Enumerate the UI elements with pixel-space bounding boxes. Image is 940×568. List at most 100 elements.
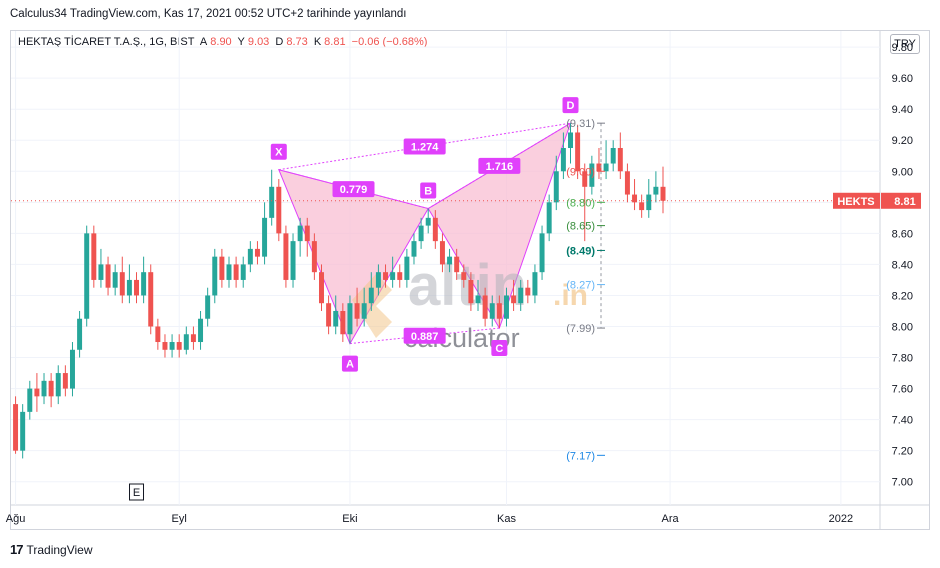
candle-body [511,295,517,304]
candle-body [148,272,154,327]
candle-body [169,342,175,350]
candle-body [247,248,253,265]
candle-body [134,279,139,296]
candle-body [610,147,616,164]
candle-body [560,147,566,172]
projection-level-label: (7.99) [566,323,595,335]
high-value: 9.03 [247,36,270,48]
candle-body [198,318,204,343]
candle-body [119,272,125,296]
candle-body [240,264,246,280]
pattern-point-bg [341,355,358,372]
ratio-badge-bg [403,327,446,344]
candle-body [226,264,232,280]
candle-body [468,279,474,304]
tradingview-logo-icon: 17 [10,542,24,557]
pattern-point-bg [562,97,579,114]
y-tick-label: 7.60 [892,384,913,396]
projection-level-label: (8.49) [566,245,595,257]
candle-body [603,163,609,172]
x-tick-label: Eyl [172,513,187,525]
pattern-point-d: D [567,100,575,112]
candle-body [340,310,346,335]
candle-body [546,202,552,234]
published-caption: Calculus34 TradingView.com, Kas 17, 2021… [10,8,407,20]
pattern-ratio-line [349,327,500,345]
candle-body [262,217,268,257]
candle-body [311,241,317,273]
tradingview-footer[interactable]: 17 TradingView [10,542,93,557]
candle-body [532,272,538,296]
ratio-badge: 1.274 [411,141,439,153]
pattern-point-x: X [275,147,283,159]
candle-body [447,256,453,265]
projection-level-label: (7.17) [566,450,595,462]
y-tick-label: 7.80 [892,353,913,365]
candle-body [91,233,97,280]
candle-body [368,287,374,304]
close-value: 8.81 [324,36,346,48]
candle-body [283,233,289,280]
currency-button[interactable]: TRY [890,34,920,54]
candle-body [582,171,588,187]
candle-body [568,132,573,148]
candle-body [141,272,147,296]
projection-level-label: (8.65) [566,221,595,233]
candle-body [290,241,296,280]
pattern-point-c: C [495,343,503,355]
ratio-badge: 1.716 [486,161,514,173]
candle-body [390,272,396,280]
projection-level-label: (8.80) [566,197,595,209]
open-label: A [199,36,208,48]
pattern-point-a: A [346,359,354,371]
event-marker-box [129,483,145,501]
candle-body [489,303,495,319]
candle-body [575,132,581,172]
candle-body [439,241,445,265]
candle-body [660,186,666,201]
candle-body [375,272,381,288]
y-tick-label: 8.20 [892,290,913,302]
candle-body [55,373,61,397]
candle-body [77,318,83,350]
candle-body [347,303,353,335]
candle-body [297,225,303,242]
candle-body [518,287,524,304]
y-tick-label: 8.00 [892,321,913,333]
candle-body [183,334,189,350]
pattern-point-bg [270,143,287,160]
open-value: 8.90 [210,36,232,48]
event-marker-label: E [133,487,140,499]
ratio-badge-bg [332,181,375,198]
ratio-badge-bg [478,157,521,174]
candle-body [632,194,638,203]
high-label: Y [237,36,245,48]
candle-body [418,225,424,242]
y-tick-label: 7.00 [892,477,913,489]
candle-body [653,186,659,195]
candle-body [84,233,90,319]
candle-body [596,163,602,172]
watermark-brand: altin [408,253,527,318]
candle-body [48,380,54,397]
candle-body [126,279,132,296]
pattern-ratio-line [278,122,571,171]
x-tick-label: Ara [662,513,680,525]
candle-body [34,388,40,397]
symbol-name: HEKTAŞ TİCARET T.A.Ş., 1G, BIST [18,36,195,48]
chart-frame[interactable] [10,30,930,530]
candle-body [162,342,168,350]
candle-body [319,272,324,304]
candle-body [354,303,360,319]
pattern-point-b: B [424,186,432,198]
y-tick-label: 7.40 [892,415,913,427]
candle-body [539,233,545,273]
candle-body [27,388,33,412]
x-tick-label: 2022 [829,513,853,525]
candle-body [639,202,645,211]
symbol-tag: HEKTS [837,196,874,208]
candle-body [233,264,239,280]
candle-body [454,256,460,273]
candle-body [461,272,467,280]
